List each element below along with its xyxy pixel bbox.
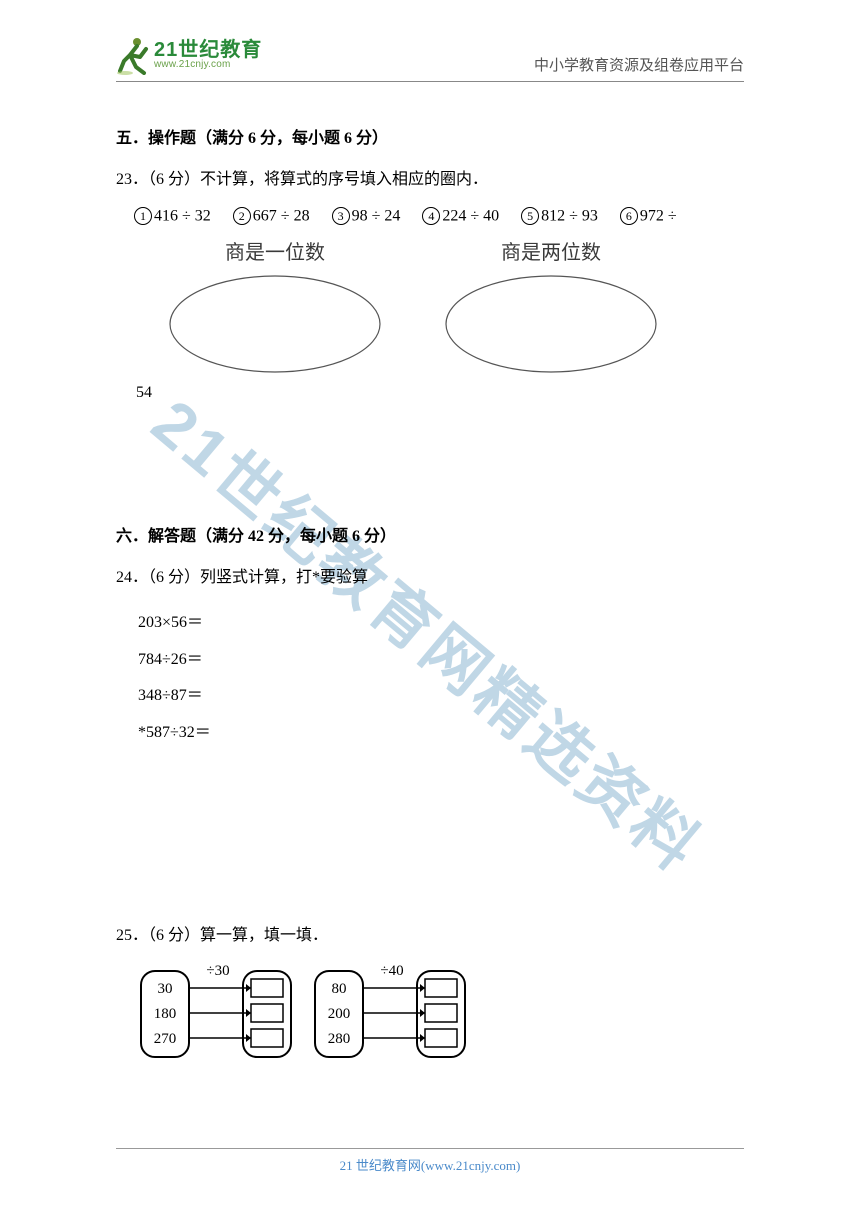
q23-expressions: 1416 ÷ 32 2667 ÷ 28 398 ÷ 24 4224 ÷ 40 5… — [134, 207, 744, 226]
svg-text:÷30: ÷30 — [206, 963, 229, 979]
q25-diagram-1: 30 180 270 ÷30 — [138, 963, 298, 1063]
q24-item-3: 348÷87＝ — [138, 678, 744, 715]
page-header: 21世纪教育 www.21cnjy.com 中小学教育资源及组卷应用平台 — [116, 35, 744, 82]
svg-text:180: 180 — [154, 1006, 177, 1022]
oval-two-digit: 商是两位数 — [442, 236, 660, 380]
oval-left-shape — [166, 273, 384, 375]
header-subtitle: 中小学教育资源及组卷应用平台 — [534, 54, 744, 75]
q24-items: 203×56＝ 784÷26＝ 348÷87＝ *587÷32＝ — [138, 605, 744, 752]
svg-text:270: 270 — [154, 1031, 177, 1047]
oval-one-digit: 商是一位数 — [166, 236, 384, 380]
q23-trailing: 54 — [136, 384, 744, 402]
q23-stem: 23．（6 分）不计算，将算式的序号填入相应的圈内． — [116, 166, 744, 193]
logo-url: www.21cnjy.com — [154, 60, 262, 70]
expr-6: 6972 ÷ — [620, 207, 677, 226]
svg-text:30: 30 — [158, 981, 173, 997]
oval-left-label: 商是一位数 — [166, 236, 384, 265]
logo: 21世纪教育 www.21cnjy.com — [116, 35, 262, 75]
oval-right-label: 商是两位数 — [442, 236, 660, 265]
q25-diagram-2: 80 200 280 ÷40 — [312, 963, 472, 1063]
q25-stem: 25．（6 分）算一算，填一填． — [116, 922, 744, 949]
expr-4: 4224 ÷ 40 — [422, 207, 499, 226]
page-footer: 21 世纪教育网(www.21cnjy.com) — [0, 1148, 860, 1174]
q24-stem: 24．（6 分）列竖式计算，打*要验算 — [116, 564, 744, 591]
logo-title: 21世纪教育 — [154, 40, 262, 60]
expr-3: 398 ÷ 24 — [332, 207, 401, 226]
runner-icon — [116, 35, 150, 75]
expr-5: 5812 ÷ 93 — [521, 207, 598, 226]
expr-1: 1416 ÷ 32 — [134, 207, 211, 226]
q24-item-2: 784÷26＝ — [138, 642, 744, 679]
oval-right-shape — [442, 273, 660, 375]
footer-rule — [116, 1148, 744, 1149]
footer-text: 21 世纪教育网(www.21cnjy.com) — [0, 1155, 860, 1174]
q24-item-4: *587÷32＝ — [138, 715, 744, 752]
section-5: 五．操作题（满分 6 分，每小题 6 分） 23．（6 分）不计算，将算式的序号… — [116, 124, 744, 402]
svg-text:200: 200 — [328, 1006, 351, 1022]
svg-text:280: 280 — [328, 1031, 351, 1047]
q24-item-1: 203×56＝ — [138, 605, 744, 642]
q23-ovals: 商是一位数 商是两位数 — [166, 236, 744, 380]
section6-heading: 六．解答题（满分 42 分，每小题 6 分） — [116, 522, 744, 546]
svg-text:÷40: ÷40 — [380, 963, 403, 979]
section-6: 六．解答题（满分 42 分，每小题 6 分） 24．（6 分）列竖式计算，打*要… — [116, 522, 744, 1064]
svg-text:80: 80 — [332, 981, 347, 997]
q25: 25．（6 分）算一算，填一填． 30 180 270 ÷30 — [116, 922, 744, 1063]
expr-2: 2667 ÷ 28 — [233, 207, 310, 226]
section5-heading: 五．操作题（满分 6 分，每小题 6 分） — [116, 124, 744, 148]
